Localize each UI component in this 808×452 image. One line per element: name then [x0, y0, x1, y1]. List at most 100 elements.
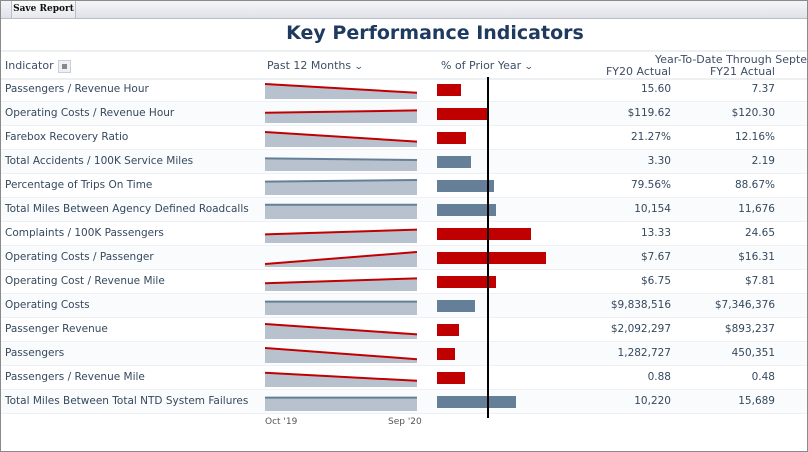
sparkline-area — [265, 301, 417, 315]
pct-prior-year-bar — [437, 156, 471, 168]
chevron-down-icon: ⌄ — [353, 62, 364, 72]
pct-prior-year-bar — [437, 372, 466, 384]
fy20-value: $7.67 — [640, 251, 671, 263]
fy20-value: 10,220 — [634, 395, 671, 407]
pct-prior-year-bar — [437, 108, 489, 120]
table-row[interactable]: Total Miles Between Total NTD System Fai… — [1, 390, 807, 414]
fy21-value: 11,676 — [738, 203, 775, 215]
sparkline-area — [265, 278, 417, 291]
sparkline-line — [265, 83, 417, 94]
sparkline-area — [265, 229, 417, 243]
table-row[interactable]: Total Miles Between Agency Defined Roadc… — [1, 198, 807, 222]
sparkline — [265, 300, 417, 315]
table-row[interactable]: Percentage of Trips On Time 79.56% 88.67% — [1, 174, 807, 198]
save-report-button[interactable]: Save Report — [11, 1, 76, 18]
toolbar: Save Report — [1, 1, 807, 19]
indicator-name: Passengers / Revenue Mile — [5, 371, 145, 383]
indicator-name: Total Miles Between Agency Defined Roadc… — [5, 203, 249, 215]
indicator-header: Indicator — [5, 59, 71, 73]
fy21-value: $120.30 — [731, 107, 775, 119]
pct-prior-year-bar — [437, 204, 496, 216]
pct-prior-year-bar — [437, 180, 494, 192]
fy21-value: $16.31 — [738, 251, 775, 263]
sparkline-line — [265, 157, 417, 161]
table-row[interactable]: Passengers / Revenue Hour 15.60 7.37 — [1, 78, 807, 102]
table-row[interactable]: Farebox Recovery Ratio 21.27% 12.16% — [1, 126, 807, 150]
fy21-value: $7.81 — [744, 275, 775, 287]
sparkline — [265, 228, 417, 243]
indicator-name: Operating Costs — [5, 299, 90, 311]
sparkline — [265, 251, 417, 267]
indicator-name: Operating Costs / Passenger — [5, 251, 154, 263]
fy21-value: $7,346,376 — [714, 299, 775, 311]
table-row[interactable]: Operating Costs / Passenger $7.67 $16.31 — [1, 246, 807, 270]
sparkline-line — [265, 323, 417, 336]
table-row[interactable]: Passenger Revenue $2,092,297 $893,237 — [1, 318, 807, 342]
sparkline — [265, 347, 417, 363]
sparkline — [265, 371, 417, 387]
sparkline-line — [265, 251, 417, 265]
indicator-name: Passengers — [5, 347, 65, 359]
fy20-value: 10,154 — [634, 203, 671, 215]
indicator-name: Passengers / Revenue Hour — [5, 83, 149, 95]
indicator-header-label: Indicator — [5, 59, 54, 72]
fy20-value: 0.88 — [647, 371, 671, 383]
chevron-down-icon: ⌄ — [523, 62, 534, 72]
table-row[interactable]: Passengers 1,282,727 450,351 — [1, 342, 807, 366]
indicator-name: Complaints / 100K Passengers — [5, 227, 164, 239]
sparkline-area — [265, 397, 417, 411]
ytd-group-header: Year-To-Date Through September — [655, 53, 808, 66]
table-row[interactable]: Operating Costs $9,838,516 $7,346,376 — [1, 294, 807, 318]
sparkline — [265, 83, 417, 99]
table-row[interactable]: Operating Cost / Revenue Mile $6.75 $7.81 — [1, 270, 807, 294]
fy20-value: $119.62 — [627, 107, 671, 119]
fy21-header: FY21 Actual — [709, 65, 775, 78]
fy20-value: $6.75 — [640, 275, 671, 287]
sparkline-line — [265, 179, 417, 183]
prior-year-100-percent-line — [487, 77, 489, 418]
sparkline-area — [265, 84, 417, 99]
pct-prior-year-bar — [437, 300, 476, 312]
fy21-value: 0.48 — [751, 371, 775, 383]
sparkline — [265, 131, 417, 147]
sparkline — [265, 323, 417, 339]
pct-prior-year-bar — [437, 84, 461, 96]
pct-prior-year-label: % of Prior Year — [441, 59, 522, 72]
sparkline-area — [265, 372, 417, 387]
sparkline — [265, 109, 417, 123]
fy21-value: 15,689 — [738, 395, 775, 407]
pct-prior-year-dropdown[interactable]: % of Prior Year ⌄ — [441, 59, 534, 72]
sparkline-area — [265, 324, 417, 339]
sparkline-line — [265, 109, 417, 114]
fy20-value: $2,092,297 — [610, 323, 671, 335]
past-12-months-label: Past 12 Months — [267, 59, 352, 72]
sparkline-area — [265, 204, 417, 219]
sparkline-axis-end: Sep '20 — [388, 417, 422, 427]
table-row[interactable]: Total Accidents / 100K Service Miles 3.30… — [1, 150, 807, 174]
sparkline-area — [265, 158, 417, 171]
fy20-value: 3.30 — [647, 155, 671, 167]
table-row[interactable]: Passengers / Revenue Mile 0.88 0.48 — [1, 366, 807, 390]
table-row[interactable]: Operating Costs / Revenue Hour $119.62 $12… — [1, 102, 807, 126]
pct-prior-year-bar — [437, 324, 459, 336]
fy21-value: 7.37 — [751, 83, 775, 95]
past-12-months-dropdown[interactable]: Past 12 Months ⌄ — [267, 59, 364, 72]
pct-prior-year-bar — [437, 396, 516, 408]
indicator-name: Farebox Recovery Ratio — [5, 131, 129, 143]
table-row[interactable]: Complaints / 100K Passengers 13.33 24.65 — [1, 222, 807, 246]
indicator-name: Total Miles Between Total NTD System Fai… — [5, 395, 249, 407]
pct-prior-year-bar — [437, 276, 497, 288]
indicator-name: Operating Cost / Revenue Mile — [5, 275, 165, 287]
fy20-header: FY20 Actual — [605, 65, 671, 78]
pct-prior-year-bar — [437, 228, 532, 240]
sparkline-line — [265, 347, 417, 361]
sparkline-line — [265, 228, 417, 236]
fy20-value: 21.27% — [630, 131, 671, 143]
fy21-value: 450,351 — [731, 347, 775, 359]
column-menu-icon[interactable] — [57, 59, 71, 73]
fy21-value: 88.67% — [734, 179, 775, 191]
fy21-value: 12.16% — [734, 131, 775, 143]
fy21-value: $893,237 — [724, 323, 775, 335]
fy21-value: 24.65 — [744, 227, 775, 239]
fy20-value: 13.33 — [640, 227, 671, 239]
